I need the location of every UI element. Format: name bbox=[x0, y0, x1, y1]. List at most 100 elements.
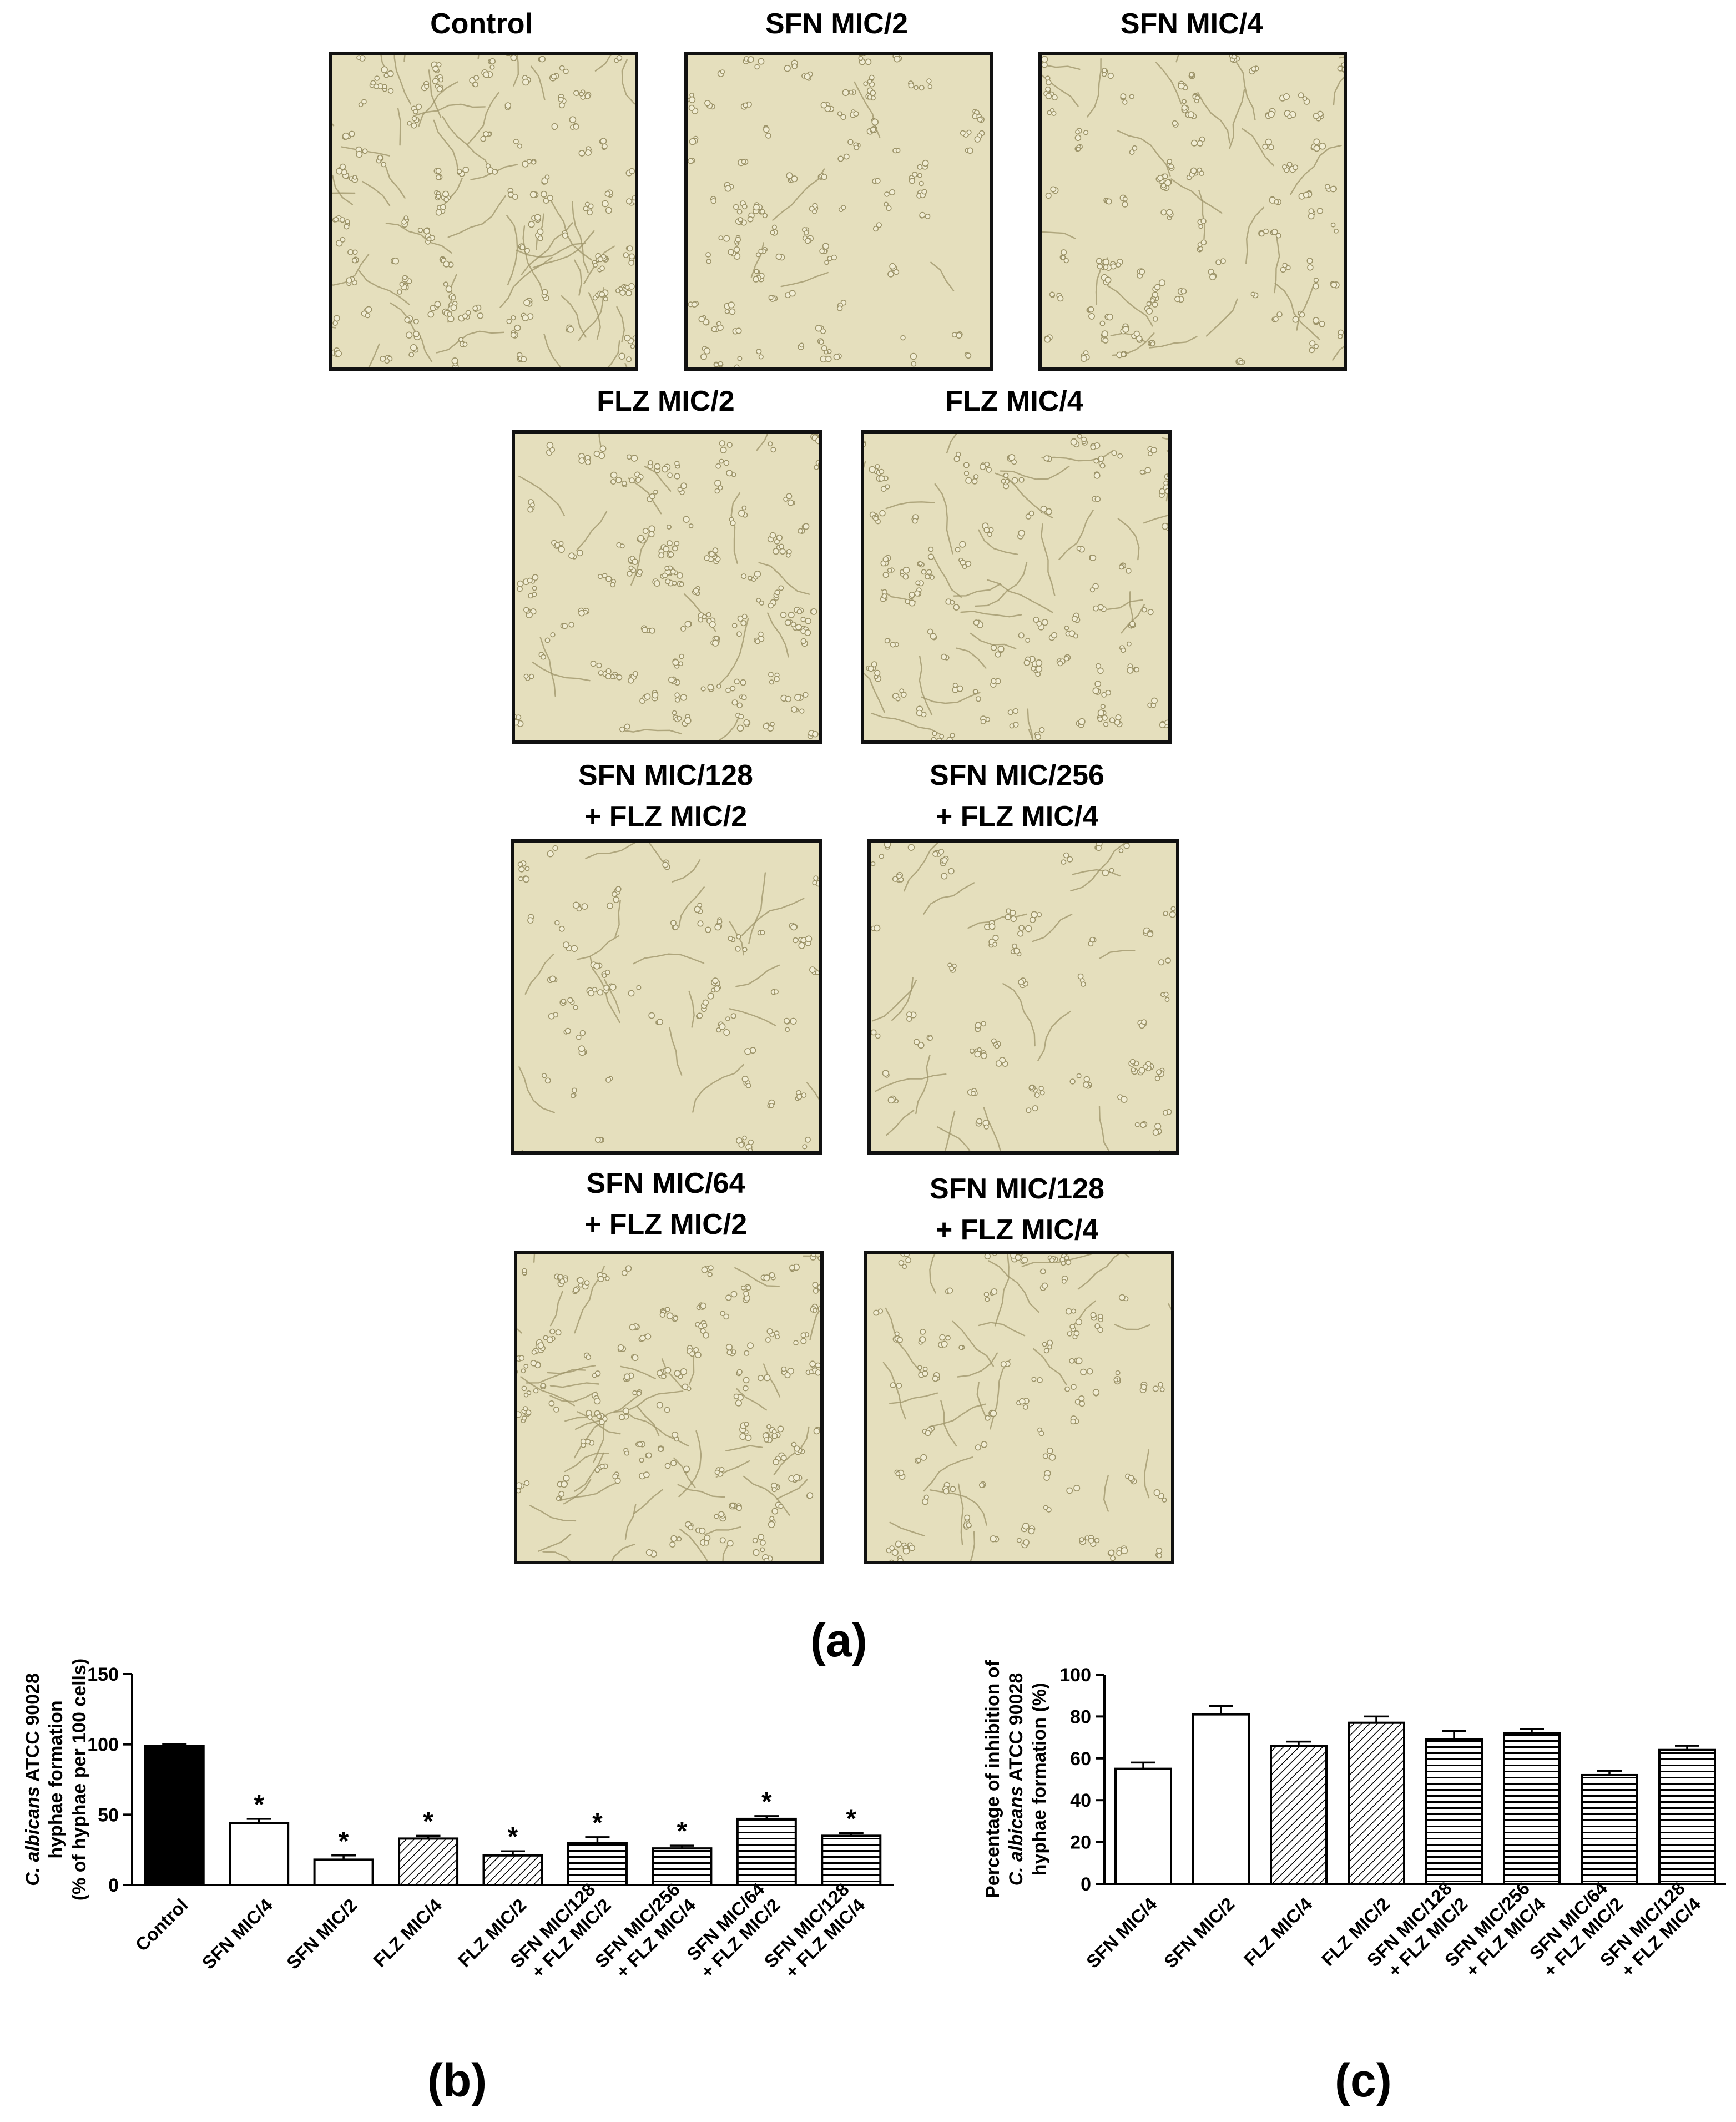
micrograph-texture bbox=[517, 843, 819, 1151]
caption-line: SFN MIC/4 bbox=[1120, 8, 1264, 40]
caption-sfn-mic4: SFN MIC/4 bbox=[1038, 3, 1346, 44]
chart-c-bar bbox=[1658, 1748, 1716, 1885]
micrograph-texture bbox=[864, 434, 1168, 740]
micrograph-texture bbox=[1042, 55, 1344, 365]
chart-b-category-label-line: SFN MIC/128 bbox=[760, 1879, 853, 1972]
chart-c-category-label: SFN MIC/128+ FLZ MIC/4 bbox=[1596, 1878, 1705, 1981]
chart-c-category-label-line: SFN MIC/256 bbox=[1441, 1878, 1534, 1971]
chart-b-bar bbox=[821, 1834, 882, 1886]
chart-b-category-label-line: SFN MIC/2 bbox=[282, 1894, 361, 1973]
caption-line: SFN MIC/2 bbox=[765, 8, 909, 40]
chart-c-bar bbox=[1192, 1713, 1250, 1885]
chart-b-bar bbox=[313, 1858, 374, 1886]
chart-b-significance-marker: * bbox=[508, 1822, 518, 1852]
chart-c-y-tick-label: 0 bbox=[1081, 1874, 1091, 1895]
chart-b-y-axis-title-line: hyphae formation bbox=[46, 1700, 67, 1858]
chart-b-significance-marker: * bbox=[254, 1790, 264, 1819]
chart-b-category-label-line: + FLZ MIC/4 bbox=[781, 1894, 869, 1982]
caption-line: + FLZ MIC/4 bbox=[935, 1214, 1099, 1246]
chart-b-category-label: SFN MIC/4 bbox=[198, 1894, 277, 1973]
chart-c-category-label-line: FLZ MIC/4 bbox=[1240, 1893, 1316, 1970]
panel-label-b: (b) bbox=[427, 2054, 487, 2106]
chart-c-bar bbox=[1425, 1738, 1483, 1886]
chart-b-bar bbox=[736, 1817, 797, 1887]
micrograph-texture bbox=[871, 843, 1176, 1151]
chart-c-category-label: SFN MIC/128+ FLZ MIC/2 bbox=[1363, 1878, 1472, 1981]
chart-c-y-axis-title: Percentage of inhibition of C. albicans A… bbox=[982, 1660, 1050, 1898]
chart-b-category-label-line: SFN MIC/64 bbox=[683, 1879, 769, 1965]
chart-b-category-label: SFN MIC/128+ FLZ MIC/4 bbox=[760, 1879, 869, 1982]
chart-b-category-label: SFN MIC/256+ FLZ MIC/4 bbox=[591, 1879, 700, 1982]
chart-b-bar bbox=[482, 1854, 543, 1887]
caption-sfn-mic2: SFN MIC/2 bbox=[683, 3, 991, 44]
caption-line: Control bbox=[430, 8, 533, 40]
caption-sfn256-flz4: SFN MIC/256 + FLZ MIC/4 bbox=[863, 755, 1171, 837]
micrograph-texture bbox=[515, 434, 819, 740]
chart-b-category-label: SFN MIC/128+ FLZ MIC/2 bbox=[506, 1879, 615, 1982]
micrograph-flz-mic2 bbox=[512, 430, 822, 744]
chart-b-significance-marker: * bbox=[339, 1827, 349, 1856]
chart-b-significance-marker: * bbox=[592, 1808, 603, 1838]
chart-b-category-label-line: FLZ MIC/4 bbox=[369, 1894, 446, 1971]
chart-c-y-axis-title-line: hyphae formation (%) bbox=[1029, 1683, 1050, 1876]
caption-line: + FLZ MIC/2 bbox=[584, 800, 748, 833]
chart-c-y-tick-label: 100 bbox=[1059, 1665, 1091, 1686]
chart-c-y-tick-label: 80 bbox=[1070, 1706, 1091, 1727]
chart-c-category-label-line: SFN MIC/128 bbox=[1363, 1878, 1456, 1971]
chart-b-category-label-line: FLZ MIC/2 bbox=[454, 1894, 531, 1971]
micrograph-texture bbox=[332, 55, 635, 367]
chart-c-category-label-line: SFN MIC/4 bbox=[1082, 1893, 1161, 1972]
chart-b-category-label: SFN MIC/2 bbox=[282, 1894, 361, 1973]
chart-b-category-label: Control bbox=[132, 1894, 192, 1955]
micrograph-texture bbox=[688, 55, 985, 367]
micrograph-sfn128-flz2 bbox=[511, 839, 822, 1155]
caption-line: SFN MIC/256 bbox=[930, 759, 1104, 792]
chart-c-category-label-line: SFN MIC/64 bbox=[1526, 1878, 1612, 1964]
chart-b-significance-marker: * bbox=[677, 1817, 688, 1846]
chart-b-category-label-line: Control bbox=[132, 1894, 192, 1955]
caption-line: + FLZ MIC/4 bbox=[935, 800, 1099, 833]
chart-c-category-label-line: FLZ MIC/2 bbox=[1318, 1893, 1394, 1970]
chart-c-category-label: SFN MIC/4 bbox=[1082, 1893, 1161, 1972]
caption-flz-mic4: FLZ MIC/4 bbox=[860, 381, 1168, 422]
panel-label-c: (c) bbox=[1335, 2054, 1392, 2106]
panel-label-a: (a) bbox=[810, 1614, 867, 1666]
chart-c-y-tick-label: 40 bbox=[1070, 1790, 1091, 1811]
chart-b-category-label: FLZ MIC/2 bbox=[454, 1894, 531, 1971]
chart-b-y-tick-label: 150 bbox=[87, 1664, 119, 1685]
chart-c-bar bbox=[1581, 1773, 1638, 1885]
chart-b-category-label-line: + FLZ MIC/2 bbox=[697, 1894, 784, 1982]
chart-c-y-axis-title-line: Percentage of inhibition of bbox=[982, 1660, 1003, 1898]
micrograph-texture bbox=[517, 1254, 820, 1561]
caption-sfn128-flz2: SFN MIC/128 + FLZ MIC/2 bbox=[512, 755, 820, 837]
caption-line: SFN MIC/128 bbox=[930, 1173, 1104, 1205]
chart-b-significance-marker: * bbox=[846, 1804, 856, 1833]
chart-c-category-label: SFN MIC/64+ FLZ MIC/2 bbox=[1526, 1878, 1627, 1981]
chart-c-category-label-line: SFN MIC/2 bbox=[1160, 1893, 1239, 1972]
chart-c-category-label-line: + FLZ MIC/4 bbox=[1617, 1893, 1705, 1981]
chart-b-y-tick-label: 0 bbox=[108, 1875, 119, 1896]
caption-control: Control bbox=[327, 3, 635, 44]
chart-b-category-label-line: SFN MIC/128 bbox=[506, 1879, 599, 1972]
chart-b-category-label-line: SFN MIC/4 bbox=[198, 1894, 277, 1973]
chart-b-category-label-line: + FLZ MIC/4 bbox=[612, 1894, 700, 1982]
micrograph-sfn256-flz4 bbox=[867, 839, 1179, 1155]
chart-b-y-axis-title: C. albicans ATCC 90028 hyphae formation (%… bbox=[22, 1659, 90, 1901]
chart-c-category-label: SFN MIC/2 bbox=[1160, 1893, 1239, 1972]
chart-c-category-label: FLZ MIC/2 bbox=[1318, 1893, 1394, 1970]
caption-line: SFN MIC/128 bbox=[578, 759, 753, 792]
chart-b-y-axis-title-line: (% of hyphae per 100 cells) bbox=[69, 1659, 90, 1901]
chart-c-y-tick-label: 20 bbox=[1070, 1832, 1091, 1853]
chart-b-category-label: FLZ MIC/4 bbox=[369, 1894, 446, 1971]
chart-b-bar bbox=[567, 1842, 628, 1886]
chart-c-category-label-line: + FLZ MIC/2 bbox=[1384, 1893, 1472, 1981]
caption-sfn128-flz4: SFN MIC/128 + FLZ MIC/4 bbox=[863, 1168, 1171, 1251]
micrograph-sfn-mic4 bbox=[1038, 52, 1347, 371]
chart-b-category-label-line: SFN MIC/256 bbox=[591, 1879, 684, 1972]
chart-c-category-label-line: + FLZ MIC/4 bbox=[1462, 1893, 1550, 1981]
micrograph-sfn-mic2 bbox=[684, 52, 993, 371]
caption-line: + FLZ MIC/2 bbox=[584, 1208, 748, 1241]
chart-b-bar bbox=[398, 1837, 459, 1886]
chart-c-y-tick-label: 60 bbox=[1070, 1748, 1091, 1770]
chart-b-y-axis-title-line: C. albicans ATCC 90028 bbox=[22, 1673, 43, 1886]
